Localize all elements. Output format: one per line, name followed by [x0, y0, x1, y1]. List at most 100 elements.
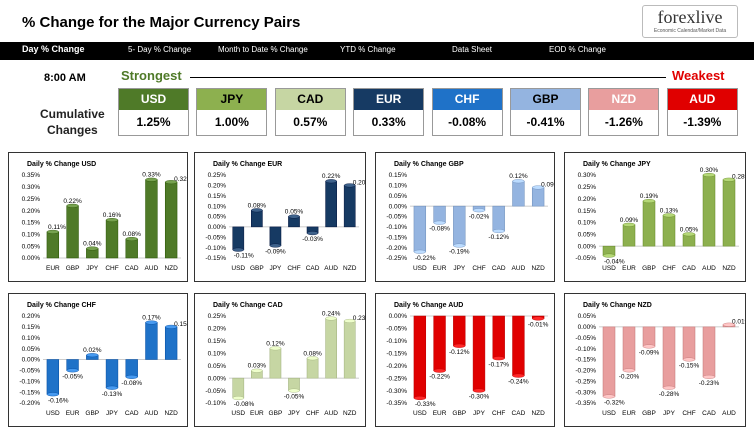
- logo-text: forexlive: [657, 7, 723, 27]
- bar-usd: [413, 205, 427, 254]
- y-tick-label: 0.10%: [208, 203, 227, 210]
- data-label: 0.01%: [732, 319, 746, 326]
- data-label: -0.08%: [429, 226, 450, 233]
- y-tick-label: -0.10%: [205, 245, 226, 252]
- currency-box-value: 0.57%: [293, 115, 328, 129]
- currency-box-gbp: GBP -0.41%: [510, 88, 581, 136]
- nav-eod-change[interactable]: EOD % Change: [549, 45, 606, 54]
- currency-box-label: AUD: [667, 89, 737, 110]
- bar-body: [325, 318, 337, 379]
- category-label: JPY: [288, 410, 301, 417]
- bar-jpy: [105, 359, 119, 390]
- bar-body: [413, 315, 427, 399]
- currency-box-label: EUR: [354, 89, 424, 110]
- data-label: 0.30%: [700, 167, 719, 174]
- bar-cap: [682, 232, 696, 237]
- y-tick-label: 0.15%: [22, 324, 41, 331]
- data-label: -0.12%: [488, 234, 509, 241]
- category-label: CAD: [702, 410, 716, 417]
- category-label: EUR: [66, 410, 80, 417]
- bar-body: [306, 358, 319, 379]
- y-tick-label: 0.15%: [208, 338, 227, 345]
- category-label: USD: [46, 410, 60, 417]
- data-label: 0.05%: [285, 209, 304, 216]
- data-label: -0.16%: [48, 397, 69, 404]
- category-label: NZD: [164, 410, 178, 417]
- currency-box-label: CHF: [432, 89, 502, 110]
- chart-title: Daily % Change JPY: [583, 161, 651, 168]
- nav-5-day-change[interactable]: 5- Day % Change: [128, 45, 192, 54]
- chart-jpy: Daily % Change JPY -0.05% 0.00% 0.05% 0.10% 0…: [564, 152, 746, 282]
- category-label: AUD: [702, 265, 716, 272]
- forexlive-logo[interactable]: forexlive Economic Calendar/Market Data: [642, 5, 738, 38]
- bar-aud: [325, 179, 337, 228]
- category-label: USD: [602, 410, 616, 417]
- bar-aud: [145, 177, 158, 259]
- bar-eur: [433, 205, 446, 225]
- y-tick-label: 0.25%: [22, 196, 41, 203]
- bar-chf: [105, 218, 119, 259]
- category-label: CAD: [492, 265, 506, 272]
- currency-box-label: JPY: [197, 89, 267, 110]
- currency-box-aud: AUD -1.39%: [666, 88, 738, 136]
- chart-title: Daily % Change NZD: [583, 302, 652, 309]
- category-label: NZD: [343, 265, 357, 272]
- y-tick-label: -0.25%: [386, 255, 407, 262]
- bar-cap: [682, 357, 696, 362]
- bar-cap: [642, 344, 656, 349]
- currency-box-value: 1.25%: [136, 115, 171, 129]
- bar-cap: [86, 246, 99, 251]
- y-tick-label: -0.25%: [575, 378, 596, 385]
- y-tick-label: -0.35%: [575, 400, 596, 407]
- nav-bar: Day % Change 5- Day % Change Month to Da…: [0, 42, 754, 60]
- bar-gbp: [86, 353, 99, 360]
- nav-ytd-change[interactable]: YTD % Change: [340, 45, 396, 54]
- bar-eur: [66, 359, 79, 373]
- category-label: CAD: [125, 410, 139, 417]
- chart-title: Daily % Change USD: [27, 161, 96, 168]
- bar-gbp: [642, 326, 656, 349]
- page-title: % Change for the Major Currency Pairs: [22, 14, 301, 31]
- y-tick-label: -0.15%: [386, 234, 407, 241]
- nav-month-to-date-change[interactable]: Month to Date % Change: [218, 45, 308, 54]
- y-tick-label: -0.20%: [19, 400, 40, 407]
- category-label: JPY: [453, 265, 466, 272]
- data-label: 0.19%: [640, 193, 659, 200]
- category-label: JPY: [106, 410, 119, 417]
- category-label: EUR: [433, 410, 447, 417]
- currency-box-cad: CAD 0.57%: [274, 88, 346, 136]
- bar-cap: [413, 249, 426, 254]
- data-label: 0.24%: [322, 310, 341, 317]
- category-label: JPY: [663, 410, 676, 417]
- nav-data-sheet[interactable]: Data Sheet: [452, 45, 493, 54]
- y-tick-label: -0.15%: [19, 389, 40, 396]
- category-label: GBP: [452, 410, 466, 417]
- bar-body: [125, 238, 138, 259]
- chart-nzd-svg: Daily % Change NZD -0.35% -0.30% -0.25% -0.2…: [575, 302, 746, 417]
- bar-cap: [251, 208, 263, 213]
- chart-title: Daily % Change AUD: [394, 302, 463, 309]
- bar-chf: [288, 214, 300, 228]
- data-label: 0.28%: [732, 174, 746, 181]
- chart-title: Daily % Change EUR: [213, 161, 282, 168]
- bar-body: [702, 174, 716, 247]
- chart-eur-svg: Daily % Change EUR -0.15% -0.10% -0.05% 0.00…: [205, 161, 365, 272]
- y-tick-label: 0.20%: [208, 183, 227, 190]
- bar-usd: [232, 377, 245, 401]
- currency-box-value: 1.00%: [214, 115, 249, 129]
- bar-nzd: [343, 318, 356, 379]
- category-label: USD: [413, 265, 427, 272]
- bar-nzd: [722, 177, 736, 247]
- category-label: NZD: [531, 265, 545, 272]
- chart-chf: Daily % Change CHF -0.20% -0.15% -0.10% -0.0…: [8, 293, 188, 427]
- data-label: 0.11%: [48, 224, 66, 231]
- bar-cad: [306, 226, 319, 236]
- bar-nzd: [164, 180, 178, 259]
- y-tick-label: 0.00%: [389, 313, 408, 320]
- time-label: 8:00 AM: [44, 72, 86, 84]
- y-tick-label: 0.00%: [578, 243, 597, 250]
- chart-gbp: Daily % Change GBP -0.25% -0.20% -0.15% -0.1…: [375, 152, 555, 282]
- nav-day-change[interactable]: Day % Change: [22, 44, 85, 54]
- y-tick-label: -0.15%: [386, 350, 407, 357]
- y-tick-label: -0.05%: [19, 368, 40, 375]
